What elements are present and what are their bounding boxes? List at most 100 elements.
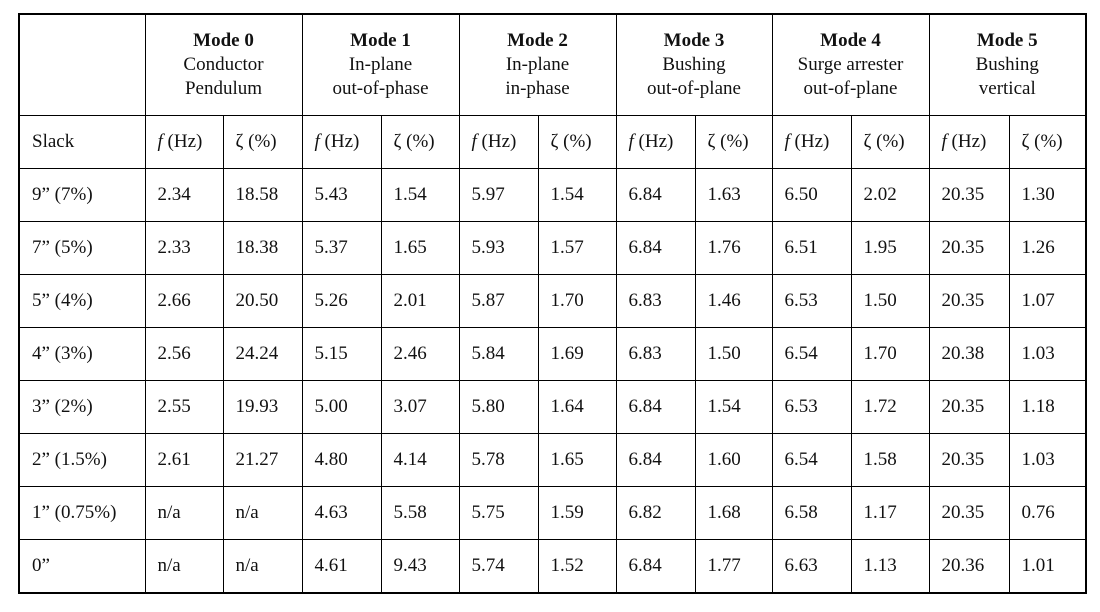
value-cell: 20.35 bbox=[928, 433, 1010, 487]
mode-name: Mode 2 bbox=[507, 30, 568, 51]
value-cell: 6.84 bbox=[615, 168, 696, 222]
value-cell: 2.56 bbox=[144, 327, 224, 381]
column-header: ζ (%) bbox=[1008, 115, 1087, 169]
value-cell: 20.38 bbox=[928, 327, 1010, 381]
mode-desc: vertical bbox=[978, 78, 1036, 99]
value-cell: 1.54 bbox=[694, 380, 773, 434]
column-unit: (%) bbox=[1034, 131, 1063, 152]
mode-desc: in-phase bbox=[505, 78, 570, 99]
value-cell: 1.72 bbox=[850, 380, 930, 434]
column-symbol: ζ bbox=[707, 131, 716, 152]
value-cell: 20.35 bbox=[928, 221, 1010, 275]
column-header: ζ (%) bbox=[850, 115, 930, 169]
mode-desc: out-of-plane bbox=[803, 78, 898, 99]
value-cell: 4.80 bbox=[301, 433, 382, 487]
value-cell: 6.54 bbox=[771, 327, 852, 381]
value-cell: 1.65 bbox=[537, 433, 617, 487]
value-cell: 1.65 bbox=[380, 221, 460, 275]
value-cell: 1.68 bbox=[694, 486, 773, 540]
value-cell: 6.53 bbox=[771, 274, 852, 328]
slack-label: 3” (2%) bbox=[18, 380, 146, 434]
column-header: ζ (%) bbox=[694, 115, 773, 169]
value-cell: 1.60 bbox=[694, 433, 773, 487]
mode-desc: Conductor bbox=[183, 54, 264, 75]
value-cell: 0.76 bbox=[1008, 486, 1087, 540]
value-cell: 18.58 bbox=[222, 168, 303, 222]
value-cell: 1.46 bbox=[694, 274, 773, 328]
value-cell: n/a bbox=[144, 539, 224, 594]
value-cell: 5.74 bbox=[458, 539, 539, 594]
value-cell: 2.33 bbox=[144, 221, 224, 275]
value-cell: n/a bbox=[222, 486, 303, 540]
mode-desc: out-of-plane bbox=[647, 78, 741, 99]
value-cell: 4.14 bbox=[380, 433, 460, 487]
mode-desc: out-of-phase bbox=[332, 78, 429, 99]
value-cell: 6.83 bbox=[615, 327, 696, 381]
mode-name: Mode 3 bbox=[663, 30, 725, 51]
mode-name: Mode 4 bbox=[820, 30, 881, 51]
value-cell: 1.30 bbox=[1008, 168, 1087, 222]
column-header: f (Hz) bbox=[928, 115, 1010, 169]
data-row: 4” (3%) 2.56 24.24 5.15 2.46 5.84 1.69 6.83 1.50… bbox=[18, 327, 1087, 381]
column-symbol: ζ bbox=[393, 131, 402, 152]
value-cell: 1.95 bbox=[850, 221, 930, 275]
value-cell: 5.58 bbox=[380, 486, 460, 540]
mode-desc: In-plane bbox=[505, 54, 570, 75]
value-cell: 2.61 bbox=[144, 433, 224, 487]
value-cell: 1.58 bbox=[850, 433, 930, 487]
column-header: f (Hz) bbox=[301, 115, 382, 169]
data-row: 0” n/a n/a 4.61 9.43 5.74 1.52 6.84 1.77 6.63 1.13… bbox=[18, 539, 1087, 594]
value-cell: 6.51 bbox=[771, 221, 852, 275]
value-cell: 20.50 bbox=[222, 274, 303, 328]
value-cell: 1.69 bbox=[537, 327, 617, 381]
column-symbol: ζ bbox=[550, 131, 559, 152]
value-cell: 5.75 bbox=[458, 486, 539, 540]
value-cell: n/a bbox=[222, 539, 303, 594]
value-cell: 18.38 bbox=[222, 221, 303, 275]
column-unit: (Hz) bbox=[638, 131, 674, 152]
column-header: ζ (%) bbox=[222, 115, 303, 169]
value-cell: 1.03 bbox=[1008, 433, 1087, 487]
value-cell: 5.80 bbox=[458, 380, 539, 434]
value-cell: 6.84 bbox=[615, 539, 696, 594]
value-cell: 5.78 bbox=[458, 433, 539, 487]
value-cell: 1.54 bbox=[380, 168, 460, 222]
column-header: f (Hz) bbox=[615, 115, 696, 169]
column-unit: (Hz) bbox=[951, 131, 987, 152]
slack-label: 5” (4%) bbox=[18, 274, 146, 328]
value-cell: 5.37 bbox=[301, 221, 382, 275]
value-cell: 1.03 bbox=[1008, 327, 1087, 381]
value-cell: 5.87 bbox=[458, 274, 539, 328]
value-cell: 1.07 bbox=[1008, 274, 1087, 328]
value-cell: 19.93 bbox=[222, 380, 303, 434]
value-cell: 2.66 bbox=[144, 274, 224, 328]
column-header: f (Hz) bbox=[144, 115, 224, 169]
data-row: 1” (0.75%) n/a n/a 4.63 5.58 5.75 1.59 6.82 1.68… bbox=[18, 486, 1087, 540]
column-symbol: ζ bbox=[863, 131, 872, 152]
column-symbol: ζ bbox=[1021, 131, 1030, 152]
value-cell: 1.50 bbox=[694, 327, 773, 381]
column-header: ζ (%) bbox=[537, 115, 617, 169]
value-cell: 1.26 bbox=[1008, 221, 1087, 275]
column-header: ζ (%) bbox=[380, 115, 460, 169]
column-unit: (%) bbox=[406, 131, 435, 152]
column-header: f (Hz) bbox=[771, 115, 852, 169]
data-row: 3” (2%) 2.55 19.93 5.00 3.07 5.80 1.64 6.84 1.54… bbox=[18, 380, 1087, 434]
value-cell: 21.27 bbox=[222, 433, 303, 487]
mode-header: Mode 2 In-plane in-phase bbox=[458, 13, 617, 116]
column-symbol: f bbox=[157, 131, 163, 152]
mode-header: Mode 4 Surge arrester out-of-plane bbox=[771, 13, 930, 116]
value-cell: 2.01 bbox=[380, 274, 460, 328]
value-cell: 1.70 bbox=[850, 327, 930, 381]
column-header: f (Hz) bbox=[458, 115, 539, 169]
value-cell: 3.07 bbox=[380, 380, 460, 434]
column-symbol: ζ bbox=[235, 131, 244, 152]
value-cell: 1.70 bbox=[537, 274, 617, 328]
value-cell: 24.24 bbox=[222, 327, 303, 381]
value-cell: 5.97 bbox=[458, 168, 539, 222]
value-cell: 1.77 bbox=[694, 539, 773, 594]
value-cell: 6.84 bbox=[615, 380, 696, 434]
corner-cell bbox=[18, 13, 146, 116]
mode-desc: Pendulum bbox=[184, 78, 263, 99]
